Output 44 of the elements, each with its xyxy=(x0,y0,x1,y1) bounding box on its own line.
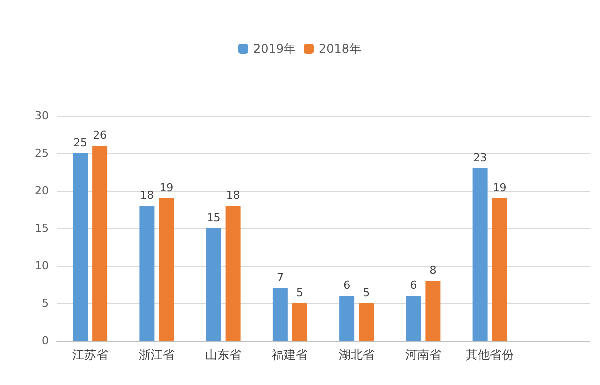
data-label: 19 xyxy=(492,182,507,194)
x-tick-label: 浙江省 xyxy=(138,348,175,362)
y-tick-label: 20 xyxy=(35,184,49,198)
bar xyxy=(492,198,508,341)
data-label: 18 xyxy=(226,189,240,202)
y-tick-label: 25 xyxy=(35,147,49,160)
x-tick-label: 湖北省 xyxy=(338,348,375,362)
x-tick-label: 江苏省 xyxy=(72,348,108,362)
y-tick-label: 0 xyxy=(42,334,49,348)
bar xyxy=(159,198,174,341)
bar xyxy=(406,296,422,341)
bar xyxy=(426,281,441,341)
data-label: 26 xyxy=(93,129,108,142)
bar xyxy=(472,168,488,341)
x-tick-label: 福建省 xyxy=(272,348,308,362)
data-label: 8 xyxy=(430,264,437,277)
data-label: 5 xyxy=(296,286,304,300)
legend-label: 2018年 xyxy=(319,42,362,56)
data-label: 6 xyxy=(344,279,351,292)
bar xyxy=(359,304,374,341)
bar xyxy=(226,206,241,341)
data-label: 23 xyxy=(473,152,488,164)
data-label: 15 xyxy=(206,212,221,224)
y-tick-label: 15 xyxy=(35,222,49,235)
data-label: 5 xyxy=(363,286,370,300)
data-label: 6 xyxy=(410,279,418,292)
y-tick-label: 5 xyxy=(42,297,49,310)
y-tick-label: 30 xyxy=(35,110,49,122)
data-label: 19 xyxy=(160,182,174,194)
x-tick-label: 山东省 xyxy=(206,348,242,362)
bar xyxy=(73,154,88,341)
data-label: 7 xyxy=(276,272,284,284)
bar xyxy=(340,296,355,341)
data-label: 25 xyxy=(74,136,88,150)
data-label: 18 xyxy=(140,189,154,202)
x-tick-label: 河南省 xyxy=(405,348,442,362)
bar xyxy=(92,146,108,341)
y-tick-label: 10 xyxy=(35,260,49,272)
legend-label: 2019年 xyxy=(253,42,296,56)
bar xyxy=(292,304,308,341)
bar xyxy=(272,288,288,341)
bar xyxy=(206,228,222,341)
bar xyxy=(140,206,155,341)
x-tick-label: 其他省份 xyxy=(466,348,514,362)
